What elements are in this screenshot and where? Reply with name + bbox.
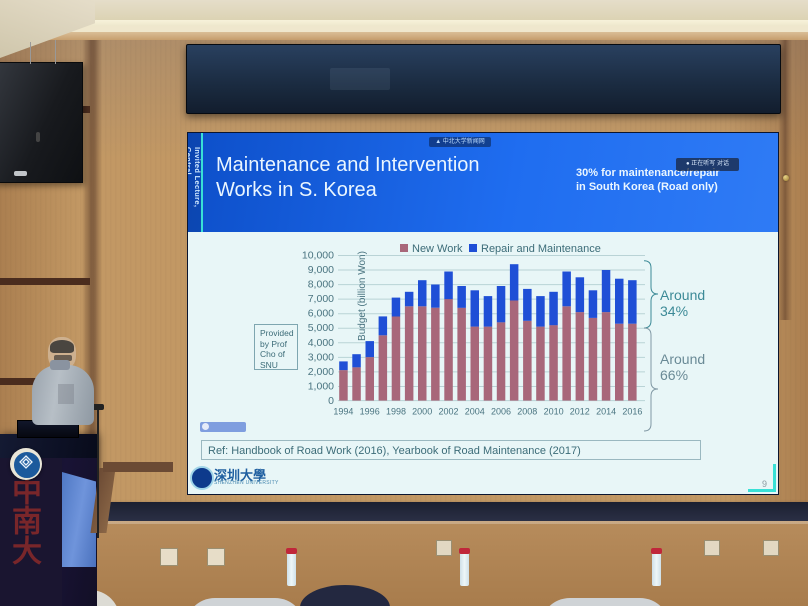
svg-text:3,000: 3,000: [308, 351, 334, 363]
svg-text:1996: 1996: [360, 407, 380, 417]
svg-text:2012: 2012: [570, 407, 590, 417]
svg-text:10,000: 10,000: [302, 250, 334, 262]
svg-text:New Work: New Work: [412, 243, 463, 255]
svg-text:2,000: 2,000: [308, 366, 334, 378]
svg-text:2016: 2016: [622, 407, 642, 417]
svg-text:4,000: 4,000: [308, 337, 334, 349]
svg-text:2014: 2014: [596, 407, 616, 417]
svg-text:1994: 1994: [333, 407, 353, 417]
svg-text:Repair and Maintenance: Repair and Maintenance: [481, 243, 601, 255]
svg-text:5,000: 5,000: [308, 322, 334, 334]
svg-text:1998: 1998: [386, 407, 406, 417]
svg-text:6,000: 6,000: [308, 308, 334, 320]
svg-text:2004: 2004: [465, 407, 485, 417]
svg-text:0: 0: [328, 395, 334, 407]
svg-text:2010: 2010: [544, 407, 564, 417]
svg-text:8,000: 8,000: [308, 279, 334, 291]
svg-text:7,000: 7,000: [308, 293, 334, 305]
svg-text:9,000: 9,000: [308, 264, 334, 276]
svg-text:2002: 2002: [438, 407, 458, 417]
svg-text:2008: 2008: [517, 407, 537, 417]
svg-text:1,000: 1,000: [308, 380, 334, 392]
svg-text:2000: 2000: [412, 407, 432, 417]
svg-text:Budget (billion Won): Budget (billion Won): [357, 251, 368, 341]
svg-text:2006: 2006: [491, 407, 511, 417]
